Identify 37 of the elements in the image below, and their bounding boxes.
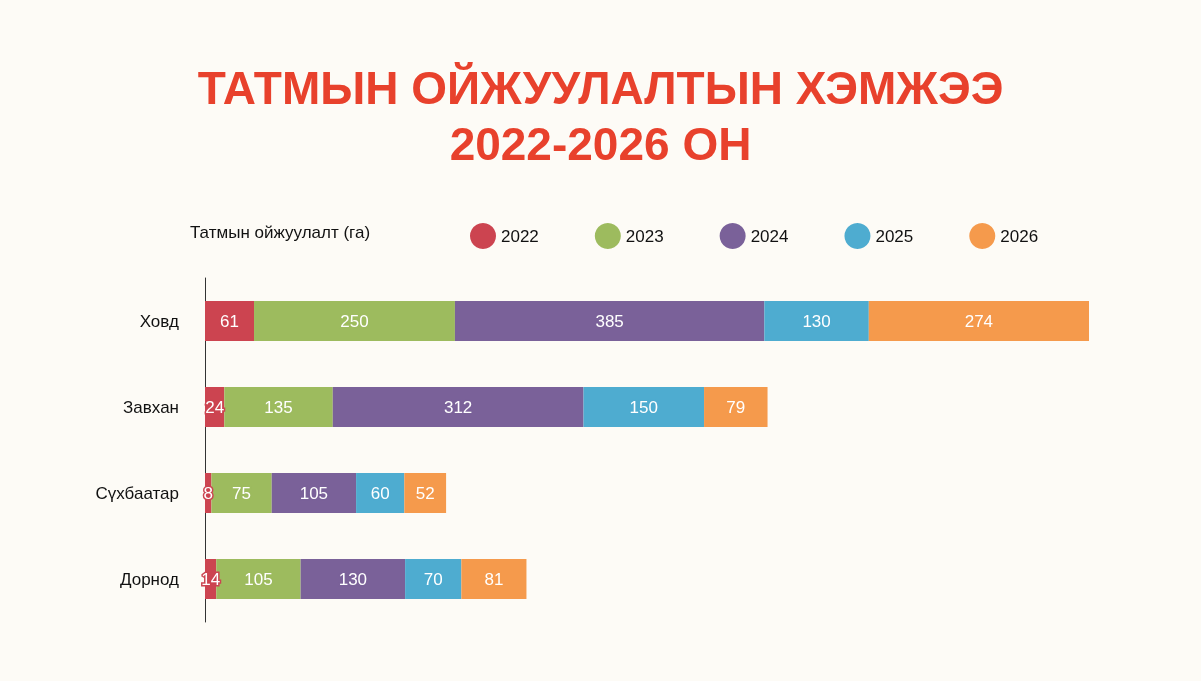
bar: [704, 387, 768, 427]
data-label: 274: [964, 311, 994, 331]
bar: [583, 387, 705, 427]
data-label: 61: [220, 311, 239, 331]
data-label: 250: [340, 311, 369, 331]
legend-label: 2026: [1000, 226, 1039, 246]
y-tick-label: Завхан: [123, 397, 179, 417]
legend-label: 2023: [625, 226, 664, 246]
data-label: 75: [232, 483, 252, 503]
bar: [764, 301, 869, 341]
data-label: 81: [484, 569, 504, 589]
data-label: 105: [244, 569, 273, 589]
legend-title: Татмын ойжуулалт (га): [190, 223, 371, 242]
y-tick-label: Дорнод: [119, 569, 180, 589]
bar: [868, 301, 1089, 341]
legend-label: 2022: [501, 226, 539, 246]
data-label: 52: [415, 483, 435, 503]
data-label: 150: [629, 397, 658, 417]
data-label: 24: [205, 397, 225, 417]
legend-label: 2025: [875, 226, 914, 246]
data-label: 135: [264, 397, 293, 417]
bar: [224, 387, 333, 427]
chart-title: ТАТМЫН ОЙЖУУЛАЛТЫН ХЭМЖЭЭ 2022-2026 ОН: [197, 62, 1004, 170]
y-tick-label: Сүхбаатар: [95, 483, 179, 503]
data-label: 312: [443, 397, 473, 417]
data-label: 60: [370, 483, 390, 503]
data-label: 70: [423, 569, 443, 589]
data-label: 79: [726, 397, 746, 417]
bar: [454, 301, 765, 341]
data-label: 105: [299, 483, 329, 503]
data-label: 385: [595, 311, 624, 331]
y-tick-label: Ховд: [139, 311, 180, 331]
bar: [332, 387, 584, 427]
legend-label: 2024: [750, 226, 789, 246]
bar: [254, 301, 455, 341]
data-label: 130: [802, 311, 831, 331]
data-label: 130: [338, 569, 368, 589]
